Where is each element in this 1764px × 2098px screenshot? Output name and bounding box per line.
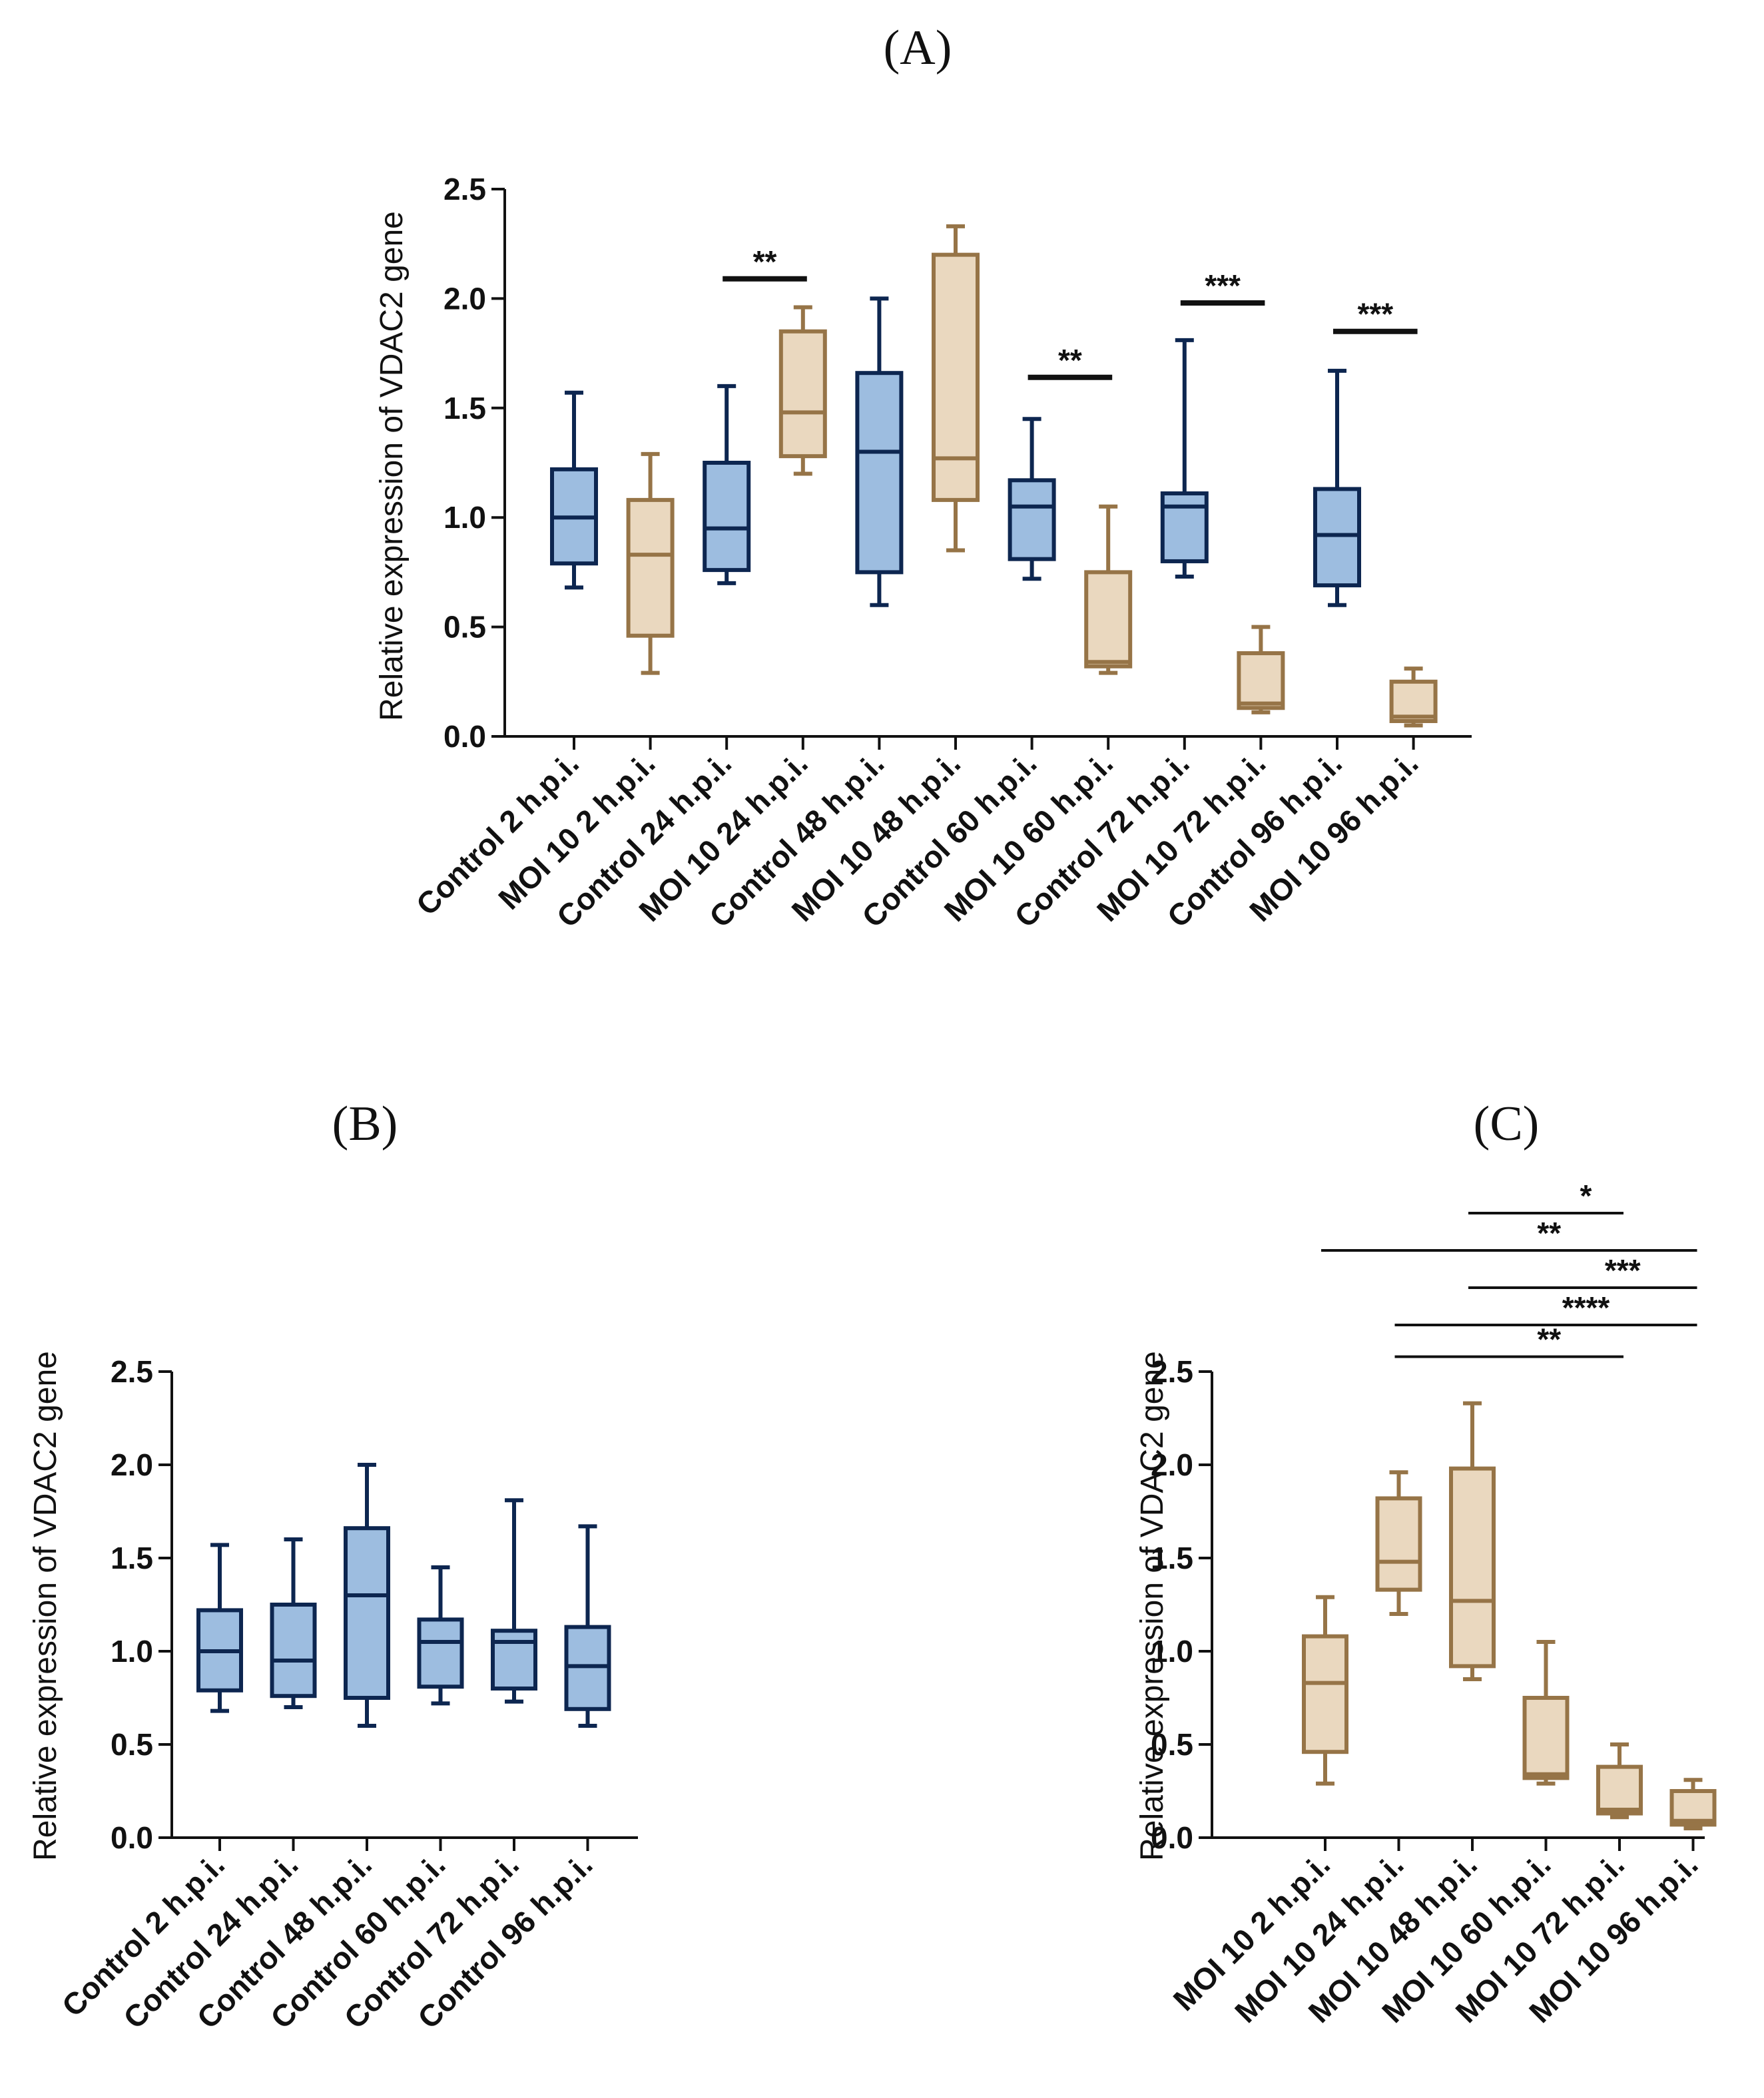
iqr-box bbox=[626, 497, 675, 638]
iqr-box bbox=[344, 1526, 390, 1700]
iqr-box bbox=[1302, 1634, 1348, 1754]
panel-a-y-tick-label: 2.0 bbox=[443, 281, 486, 316]
panel-c-significance-label: ** bbox=[1537, 1216, 1561, 1250]
panel-c-y-tick-label: 0.5 bbox=[1151, 1727, 1193, 1762]
panel-c-box-1 bbox=[1302, 1595, 1348, 1786]
panel-a-y-tick-label: 1.0 bbox=[443, 500, 486, 535]
panel-a-label: (A) bbox=[884, 21, 952, 75]
panel-b-box-5 bbox=[491, 1498, 537, 1704]
panel-b-label: (B) bbox=[332, 1097, 398, 1151]
panel-c-y-tick-label: 2.5 bbox=[1151, 1354, 1193, 1389]
panel-a-box-10 bbox=[1237, 625, 1285, 714]
iqr-box bbox=[1008, 478, 1056, 561]
panel-b-box-3 bbox=[344, 1463, 390, 1728]
panel-c-y-tick-label: 1.5 bbox=[1151, 1541, 1193, 1575]
iqr-box bbox=[855, 371, 904, 575]
iqr-box bbox=[932, 252, 980, 502]
panel-b-y-axis-title: Relative expression of VDAC2 gene bbox=[28, 1351, 63, 1861]
panel-c: (C) Relative expression of VDAC2 gene 0.… bbox=[1135, 1097, 1717, 2029]
iqr-box bbox=[1375, 1496, 1422, 1592]
panel-c-box-4 bbox=[1522, 1640, 1570, 1786]
iqr-box bbox=[1237, 651, 1285, 710]
panel-c-box-2 bbox=[1375, 1470, 1422, 1616]
panel-b-box-2 bbox=[270, 1537, 317, 1709]
iqr-box bbox=[270, 1603, 317, 1699]
panel-a-box-9 bbox=[1160, 338, 1209, 579]
iqr-box bbox=[1449, 1466, 1496, 1669]
panel-b-box-1 bbox=[196, 1543, 243, 1713]
iqr-box bbox=[1522, 1696, 1570, 1780]
panel-b: (B) Relative expression of VDAC2 gene 0.… bbox=[28, 1097, 638, 2035]
iqr-box bbox=[778, 329, 827, 459]
panel-c-box-3 bbox=[1449, 1401, 1496, 1681]
panel-b-y-tick-label: 1.5 bbox=[111, 1541, 153, 1575]
panel-c-significance-label: *** bbox=[1605, 1253, 1641, 1288]
panel-a-box-4 bbox=[778, 305, 827, 476]
panel-a-y-tick-label: 0.5 bbox=[443, 610, 486, 645]
panel-c-y-tick-label: 1.0 bbox=[1151, 1634, 1193, 1669]
iqr-box bbox=[1389, 679, 1438, 723]
panel-a-box-3 bbox=[703, 384, 751, 585]
panel-a-box-2 bbox=[626, 451, 675, 675]
panel-b-box-4 bbox=[417, 1565, 464, 1706]
panel-c-significance-label: ** bbox=[1537, 1322, 1561, 1357]
panel-c-y-tick-label: 0.0 bbox=[1151, 1820, 1193, 1855]
panel-c-box-5 bbox=[1596, 1742, 1643, 1820]
panel-b-y-tick-label: 2.0 bbox=[111, 1447, 153, 1482]
panel-c-y-tick-label: 2.0 bbox=[1151, 1447, 1193, 1482]
iqr-box bbox=[417, 1617, 464, 1689]
panel-a: (A) Relative expression of VDAC2 gene 0.… bbox=[374, 21, 1472, 934]
panel-b-y-tick-label: 0.5 bbox=[111, 1727, 153, 1762]
panel-a-box-5 bbox=[855, 296, 904, 607]
panel-a-y-axis-title: Relative expression of VDAC2 gene bbox=[374, 211, 410, 721]
iqr-box bbox=[1084, 570, 1133, 668]
panel-a-y-tick-label: 0.0 bbox=[443, 719, 486, 754]
panel-c-box-6 bbox=[1669, 1778, 1717, 1830]
iqr-box bbox=[1313, 487, 1361, 588]
panel-a-box-8 bbox=[1084, 504, 1133, 675]
panel-a-significance-label: *** bbox=[1357, 297, 1393, 332]
panel-c-significance-label: * bbox=[1580, 1179, 1592, 1213]
panel-b-y-tick-label: 2.5 bbox=[111, 1354, 153, 1389]
panel-c-label: (C) bbox=[1474, 1097, 1540, 1151]
panel-a-box-6 bbox=[932, 224, 980, 553]
panel-b-y-tick-label: 1.0 bbox=[111, 1634, 153, 1669]
panel-a-significance-label: ** bbox=[753, 244, 777, 279]
iqr-box bbox=[1596, 1764, 1643, 1816]
panel-a-box-12 bbox=[1389, 666, 1438, 728]
panel-a-y-tick-label: 2.5 bbox=[443, 172, 486, 206]
panel-a-y-tick-label: 1.5 bbox=[443, 391, 486, 425]
panel-b-y-tick-label: 0.0 bbox=[111, 1820, 153, 1855]
panel-a-box-1 bbox=[550, 390, 598, 590]
iqr-box bbox=[703, 461, 751, 573]
panel-a-box-11 bbox=[1313, 368, 1361, 607]
iqr-box bbox=[1160, 491, 1209, 563]
panel-c-y-axis-title: Relative expression of VDAC2 gene bbox=[1135, 1351, 1170, 1861]
panel-c-significance-label: **** bbox=[1562, 1290, 1610, 1325]
panel-b-box-6 bbox=[564, 1524, 611, 1728]
panel-a-box-7 bbox=[1008, 417, 1056, 581]
iqr-box bbox=[491, 1629, 537, 1691]
panel-a-significance-label: *** bbox=[1205, 268, 1241, 303]
panel-a-significance-label: ** bbox=[1058, 343, 1082, 378]
